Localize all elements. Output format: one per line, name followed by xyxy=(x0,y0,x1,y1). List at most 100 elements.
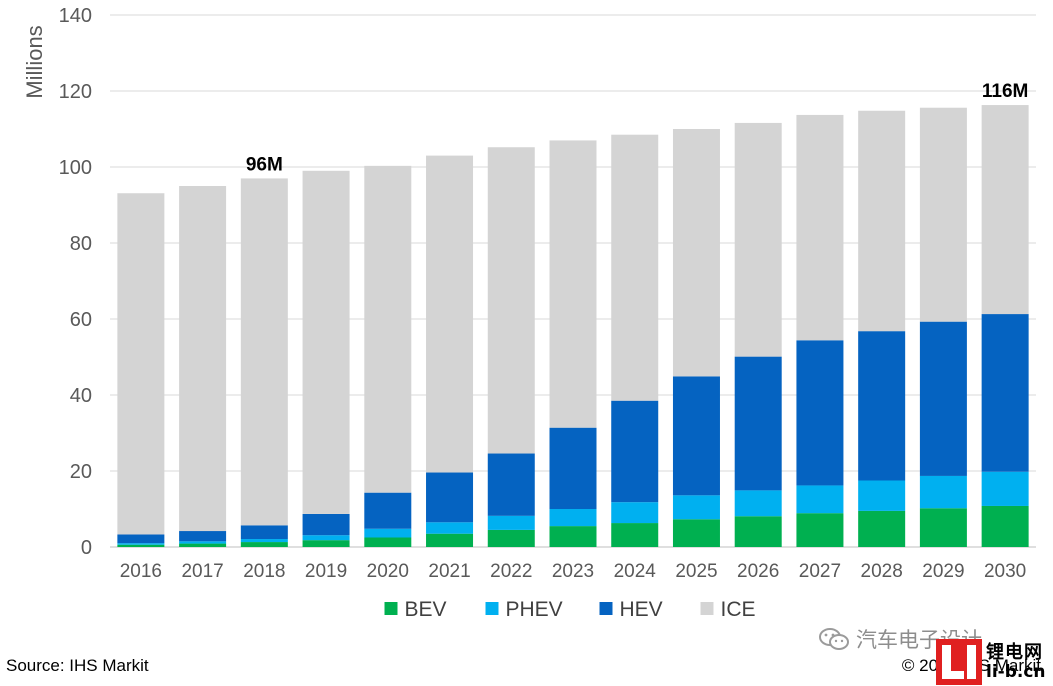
y-tick-label: 40 xyxy=(70,385,92,407)
bar-stack-2026 xyxy=(734,122,782,547)
y-tick-label: 0 xyxy=(81,537,92,559)
legend-swatch-ice xyxy=(700,602,714,615)
bar-ice-2018 xyxy=(240,178,288,526)
bar-stack-2022 xyxy=(487,147,535,547)
bar-ice-2017 xyxy=(179,186,227,532)
bar-phev-2017 xyxy=(179,541,227,544)
bar-bev-2018 xyxy=(240,542,288,547)
x-tick-label: 2030 xyxy=(984,561,1026,582)
bar-ice-2025 xyxy=(672,129,720,377)
bar-bev-2022 xyxy=(487,529,535,547)
legend-item-bev: BEV xyxy=(384,598,447,621)
bar-hev-2018 xyxy=(240,525,288,540)
bar-phev-2016 xyxy=(117,543,165,545)
bar-ice-2029 xyxy=(919,107,967,322)
bar-stack-2018 xyxy=(240,178,288,547)
legend-swatch-bev xyxy=(384,602,398,615)
legend: BEV PHEV HEV ICE xyxy=(384,598,756,621)
bar-bev-2028 xyxy=(858,510,906,547)
logo-en: li-b.cn xyxy=(986,661,1046,682)
bar-bev-2016 xyxy=(117,544,165,547)
legend-item-hev: HEV xyxy=(599,598,663,621)
bar-bev-2019 xyxy=(302,540,350,547)
bar-phev-2024 xyxy=(611,502,659,524)
x-axis-ticks: 2016 2017 2018 2019 2020 2021 2022 2023 2024 2025… xyxy=(120,561,1027,582)
x-tick-label: 2022 xyxy=(490,561,532,582)
bar-hev-2023 xyxy=(549,427,597,509)
bar-stack-2017 xyxy=(179,186,227,547)
bar-stack-2030 xyxy=(981,105,1029,547)
x-tick-label: 2028 xyxy=(861,561,903,582)
x-tick-label: 2026 xyxy=(737,561,779,582)
bar-phev-2019 xyxy=(302,535,350,541)
bar-bev-2023 xyxy=(549,526,597,547)
x-tick-label: 2016 xyxy=(120,561,162,582)
bar-ice-2020 xyxy=(364,165,412,493)
legend-item-ice: ICE xyxy=(700,598,756,621)
bar-bev-2024 xyxy=(611,523,659,547)
y-axis-ticks: 0 20 40 60 80 100 120 140 xyxy=(59,5,92,559)
bar-hev-2020 xyxy=(364,492,412,529)
bar-bev-2027 xyxy=(796,513,844,547)
legend-label-hev: HEV xyxy=(620,598,663,621)
bar-hev-2029 xyxy=(919,321,967,476)
bar-phev-2028 xyxy=(858,480,906,511)
x-tick-label: 2019 xyxy=(305,561,347,582)
bar-hev-2025 xyxy=(672,376,720,496)
bar-phev-2026 xyxy=(734,490,782,517)
bar-ice-2022 xyxy=(487,147,535,454)
x-tick-label: 2017 xyxy=(181,561,223,582)
legend-label-ice: ICE xyxy=(721,598,756,621)
bar-bev-2020 xyxy=(364,537,412,547)
bar-stacks xyxy=(117,105,1029,547)
bar-hev-2017 xyxy=(179,531,227,542)
y-tick-label: 80 xyxy=(70,233,92,255)
bar-phev-2020 xyxy=(364,528,412,538)
x-tick-label: 2018 xyxy=(243,561,285,582)
bar-stack-2021 xyxy=(426,155,474,547)
bar-hev-2027 xyxy=(796,340,844,486)
bar-stack-2029 xyxy=(919,107,967,547)
bar-bev-2030 xyxy=(981,505,1029,547)
bar-ice-2028 xyxy=(858,110,906,332)
legend-label-bev: BEV xyxy=(405,598,447,621)
bar-stack-2024 xyxy=(611,134,659,547)
bar-hev-2019 xyxy=(302,513,350,536)
legend-item-phev: PHEV xyxy=(485,598,563,621)
legend-label-phev: PHEV xyxy=(506,598,563,621)
bar-hev-2026 xyxy=(734,356,782,491)
bar-hev-2030 xyxy=(981,314,1029,472)
bar-stack-2019 xyxy=(302,170,350,547)
bar-hev-2021 xyxy=(426,472,474,523)
bar-hev-2016 xyxy=(117,534,165,544)
bar-bev-2025 xyxy=(672,519,720,547)
legend-swatch-phev xyxy=(485,602,499,615)
annotations: 96M 116M xyxy=(246,81,1029,175)
bar-phev-2027 xyxy=(796,485,844,514)
y-axis-label: Millions xyxy=(22,25,47,98)
bar-stack-2016 xyxy=(117,193,165,547)
bar-ice-2021 xyxy=(426,155,474,473)
bar-stack-2028 xyxy=(858,110,906,547)
bar-phev-2021 xyxy=(426,522,474,534)
source-note: Source: IHS Markit xyxy=(6,656,149,675)
bar-phev-2029 xyxy=(919,475,967,509)
bar-stack-2023 xyxy=(549,140,597,547)
y-tick-label: 20 xyxy=(70,461,92,483)
bar-ice-2024 xyxy=(611,134,659,401)
y-tick-label: 120 xyxy=(59,81,92,103)
bar-bev-2029 xyxy=(919,508,967,547)
x-tick-label: 2025 xyxy=(675,561,717,582)
bar-hev-2024 xyxy=(611,400,659,503)
x-tick-label: 2020 xyxy=(367,561,409,582)
x-tick-label: 2021 xyxy=(428,561,470,582)
x-tick-label: 2024 xyxy=(614,561,657,582)
bar-hev-2028 xyxy=(858,331,906,481)
bar-phev-2022 xyxy=(487,515,535,530)
logo-mark-icon xyxy=(936,639,982,685)
legend-swatch-hev xyxy=(599,602,613,615)
bar-ice-2026 xyxy=(734,122,782,357)
bar-bev-2021 xyxy=(426,533,474,547)
bar-ice-2019 xyxy=(302,170,350,514)
bar-bev-2026 xyxy=(734,516,782,547)
